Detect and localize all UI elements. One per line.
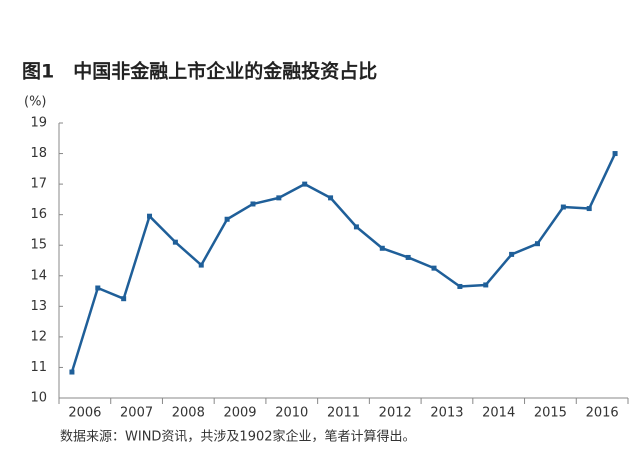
x-tick-label: 2014: [482, 406, 515, 421]
data-point: [586, 206, 592, 212]
y-tick-label: 14: [30, 268, 47, 283]
x-tick-label: 2008: [172, 406, 205, 421]
x-tick-label: 2007: [120, 406, 153, 421]
data-point: [457, 283, 463, 289]
data-point: [612, 151, 618, 157]
data-point: [405, 254, 411, 260]
x-tick-label: 2010: [275, 406, 308, 421]
data-point: [95, 285, 101, 291]
y-tick-label: 18: [30, 146, 47, 161]
y-tick-label: 16: [30, 207, 47, 222]
y-tick-label: 10: [30, 391, 47, 406]
data-point: [509, 251, 515, 257]
source-note: 数据来源：WIND资讯，共涉及1902家企业，笔者计算得出。: [60, 429, 416, 445]
x-tick-label: 2011: [327, 406, 360, 421]
x-tick-label: 2016: [586, 406, 619, 421]
data-point: [250, 201, 256, 207]
data-point: [379, 245, 385, 251]
y-tick-label: 11: [30, 360, 47, 375]
data-point: [483, 282, 489, 288]
data-point: [431, 265, 437, 271]
chart-title: 图1 中国非金融上市企业的金融投资占比: [22, 60, 377, 83]
data-point: [353, 224, 359, 230]
y-tick-label: 13: [30, 299, 47, 314]
data-point: [147, 213, 153, 219]
x-tick-label: 2012: [379, 406, 412, 421]
data-point: [276, 195, 282, 201]
y-tick-label: 17: [30, 177, 47, 192]
y-tick-label: 12: [30, 329, 47, 344]
x-tick-label: 2015: [534, 406, 567, 421]
data-point: [69, 369, 75, 375]
data-point: [172, 239, 178, 245]
data-point: [121, 296, 127, 302]
data-point: [560, 204, 566, 210]
y-tick-label: 19: [30, 116, 47, 131]
data-point: [534, 241, 540, 247]
x-tick-label: 2013: [430, 406, 463, 421]
x-tick-label: 2006: [68, 406, 101, 421]
x-tick-label: 2009: [223, 406, 256, 421]
y-axis-label: (%): [24, 95, 47, 110]
y-tick-label: 15: [30, 238, 47, 253]
data-point: [224, 216, 230, 222]
data-point: [302, 181, 308, 187]
data-line: [70, 153, 617, 373]
data-point: [328, 195, 334, 201]
data-point: [198, 262, 204, 268]
